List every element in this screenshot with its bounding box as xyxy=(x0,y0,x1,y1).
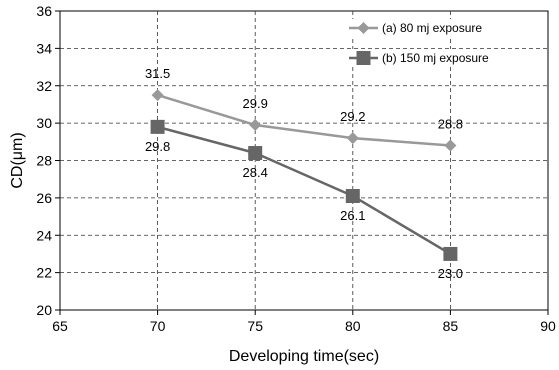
series-line xyxy=(157,125,452,256)
series-line xyxy=(157,93,451,147)
data-point-marker xyxy=(444,139,457,152)
data-point-marker xyxy=(443,246,458,261)
y-tick-label: 20 xyxy=(36,302,52,318)
legend: (a) 80 mj exposure (b) 150 mj exposure xyxy=(345,19,517,67)
data-label: 23.0 xyxy=(438,266,463,281)
x-tick-label: 70 xyxy=(150,318,166,334)
legend-entry: (b) 150 mj exposure xyxy=(345,49,517,67)
x-tick-label: 65 xyxy=(52,318,68,334)
x-tick-label: 90 xyxy=(540,318,556,334)
x-tick-label: 75 xyxy=(247,318,263,334)
x-tick-label: 85 xyxy=(443,318,459,334)
y-tick-labels: 20 22 24 26 28 30 32 34 36 xyxy=(36,3,60,318)
y-tick-label: 28 xyxy=(36,153,52,169)
x-axis-label: Developing time(sec) xyxy=(229,348,379,365)
data-label: 28.4 xyxy=(243,165,268,180)
y-tick-label: 24 xyxy=(36,227,52,243)
series-a: 31.5 29.9 29.2 28.8 xyxy=(145,66,463,152)
legend-entry: (a) 80 mj exposure xyxy=(345,19,517,37)
data-label: 31.5 xyxy=(145,66,170,81)
y-tick-label: 26 xyxy=(36,190,52,206)
legend-marker xyxy=(357,22,370,34)
data-point-marker xyxy=(248,146,263,161)
data-point-marker xyxy=(249,118,262,131)
data-point-marker xyxy=(150,119,165,134)
y-tick-label: 34 xyxy=(36,40,52,56)
data-label: 29.8 xyxy=(145,139,170,154)
data-label: 28.8 xyxy=(438,117,463,132)
data-point-marker xyxy=(346,132,359,145)
legend-marker xyxy=(356,51,371,65)
y-tick-label: 22 xyxy=(36,265,52,281)
y-tick-label: 32 xyxy=(36,78,52,94)
data-label: 26.1 xyxy=(340,208,365,223)
series-layer: 31.5 29.9 29.2 28.8 29.8 28.4 26.1 23.0 xyxy=(145,66,463,281)
y-tick-label: 30 xyxy=(36,115,52,131)
y-tick-label: 36 xyxy=(36,3,52,19)
y-axis-label: CD(μm) xyxy=(9,132,26,188)
legend-entry-bg xyxy=(345,49,517,67)
legend-entry-bg xyxy=(345,19,517,37)
legend-label: (a) 80 mj exposure xyxy=(382,21,482,35)
data-label: 29.2 xyxy=(340,109,365,124)
data-label: 29.9 xyxy=(243,96,268,111)
data-point-marker xyxy=(345,189,360,204)
data-point-marker xyxy=(151,89,164,102)
x-tick-labels: 65 70 75 80 85 90 xyxy=(52,310,556,334)
series-b: 29.8 28.4 26.1 23.0 xyxy=(145,119,463,281)
legend-label: (b) 150 mj exposure xyxy=(382,51,489,65)
x-tick-label: 80 xyxy=(345,318,361,334)
